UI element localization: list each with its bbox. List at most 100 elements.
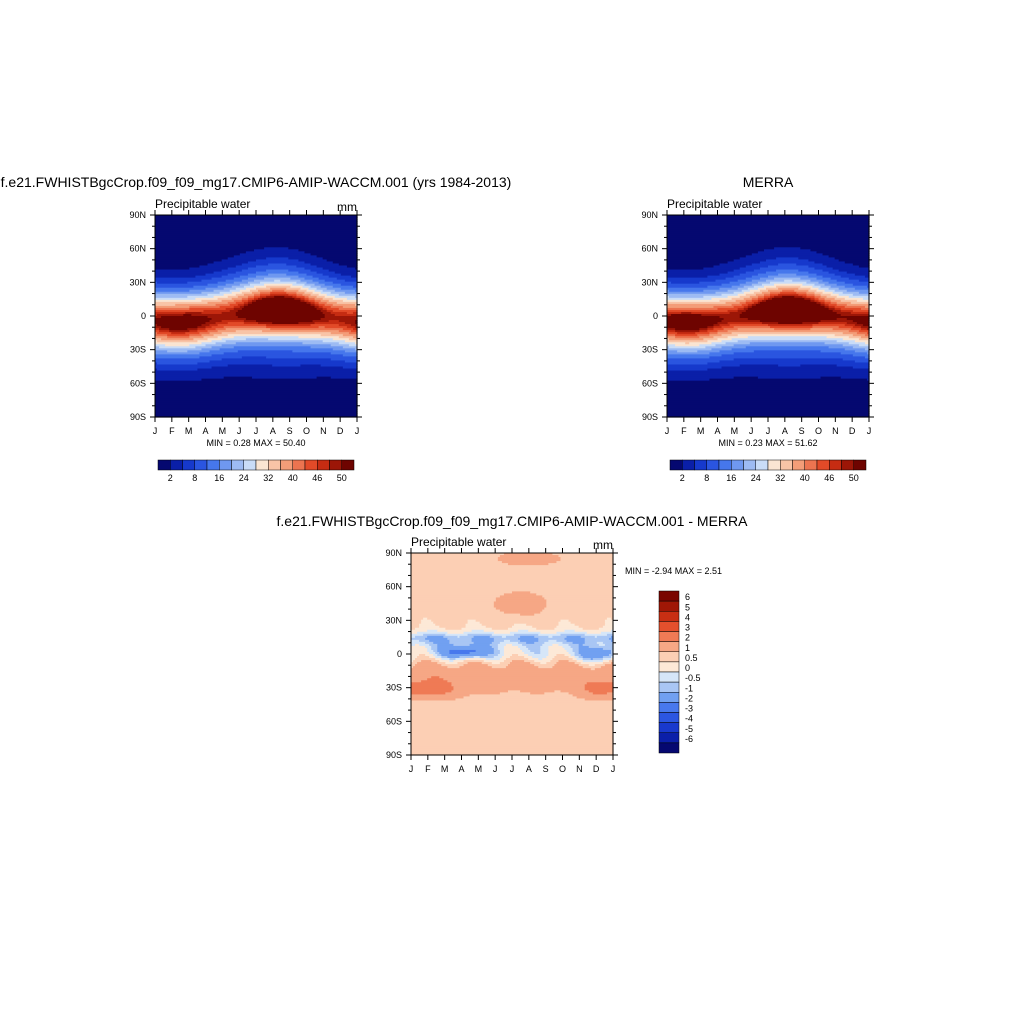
model-cell: [298, 322, 316, 325]
diff-cell: [503, 639, 511, 643]
diff-cell: [544, 607, 614, 611]
model-cell: [326, 259, 358, 263]
obs-cell: [802, 283, 816, 287]
obs-cell: [776, 269, 799, 273]
model-xtick-label: J: [153, 426, 158, 436]
obs-ytick-label: 90S: [642, 412, 658, 422]
model-cell: [155, 261, 215, 265]
model-cell: [233, 255, 318, 259]
diff-cell: [447, 666, 461, 669]
diff-cell: [503, 647, 521, 651]
model-cell: [155, 279, 203, 283]
diff-cell: [411, 702, 614, 706]
model-cell: [221, 332, 332, 335]
model-cell: [314, 283, 326, 287]
diff-cell: [433, 641, 450, 645]
diff-cell: [435, 658, 442, 661]
diff-cell: [411, 651, 430, 655]
model-cell: [316, 265, 348, 269]
obs-cell: [667, 412, 870, 416]
diff-cell: [584, 637, 610, 641]
diff-cell: [594, 635, 598, 639]
obs-cell: [739, 313, 842, 317]
obs-cell: [812, 285, 822, 289]
diff-cell: [526, 623, 560, 627]
obs-cell: [719, 350, 755, 353]
model-cell: [350, 275, 358, 279]
obs-cell: [842, 291, 860, 295]
obs-cell: [816, 289, 826, 293]
model-cell: [201, 342, 217, 345]
diff-cell: [411, 633, 424, 637]
model-cell: [354, 326, 358, 329]
model-cell: [239, 305, 245, 309]
model-cell: [247, 273, 269, 277]
diff-cell: [449, 641, 475, 645]
obs-cell: [745, 299, 753, 303]
model-cell: [326, 293, 340, 297]
model-cell: [286, 273, 308, 277]
obs-xtick-label: N: [832, 426, 839, 436]
obs-cell: [768, 265, 809, 269]
obs-cell: [820, 285, 832, 289]
obs-cell: [840, 352, 868, 355]
model-cell: [247, 267, 306, 271]
model-cell: [270, 293, 289, 297]
model-cell: [155, 386, 358, 390]
obs-cell: [667, 326, 708, 329]
diff-cell: [564, 647, 574, 651]
diff-cell: [413, 660, 422, 663]
obs-cell: [802, 295, 807, 299]
obs-cell: [731, 285, 745, 289]
model-cell: [209, 320, 223, 323]
obs-cell: [737, 334, 836, 337]
diff-cell: [540, 611, 614, 615]
obs-cell: [707, 328, 715, 331]
diff-cell: [449, 660, 455, 663]
obs-cell: [763, 293, 771, 297]
obs-cell: [806, 291, 816, 295]
obs-cell: [723, 328, 739, 331]
model-cell: [215, 342, 237, 345]
model-ytick-label: 60S: [130, 378, 146, 388]
obs-cell: [667, 249, 765, 252]
diff-cell: [507, 627, 537, 631]
diff-cell: [505, 635, 521, 639]
obs-cell: [747, 318, 838, 321]
diff-cell: [610, 658, 614, 661]
diff-cell: [451, 690, 509, 693]
obs-cell: [747, 287, 759, 291]
obs-cell: [733, 376, 759, 380]
diff-cell: [509, 639, 521, 643]
model-cell: [155, 273, 207, 277]
model-cell: [199, 356, 243, 360]
obs-cell: [836, 303, 848, 307]
model-cell: [155, 402, 358, 406]
model-cell: [312, 279, 326, 283]
model-cell: [237, 303, 245, 307]
obs-cell: [844, 261, 870, 265]
model-cell: [346, 311, 354, 315]
model-cell: [157, 368, 199, 372]
model-cell: [155, 326, 162, 329]
obs-cell: [721, 354, 854, 357]
diff-cell: [596, 635, 612, 639]
obs-cell: [792, 279, 812, 283]
model-cell: [322, 257, 358, 261]
obs-cell: [667, 267, 704, 271]
model-cell: [157, 313, 184, 317]
diff-colorbar-box: [658, 611, 680, 622]
obs-cell: [667, 241, 870, 244]
obs-cell: [741, 289, 751, 293]
diff-cell: [445, 627, 463, 631]
obs-cell: [844, 348, 866, 351]
obs-cell: [727, 289, 743, 293]
model-cell: [155, 362, 158, 366]
model-cell: [169, 330, 190, 333]
model-xtick-label: D: [337, 426, 344, 436]
diff-cell: [546, 662, 558, 665]
diff-cell: [439, 651, 450, 655]
obs-cell: [828, 281, 846, 285]
model-cell: [155, 277, 213, 281]
obs-cell: [830, 301, 838, 305]
